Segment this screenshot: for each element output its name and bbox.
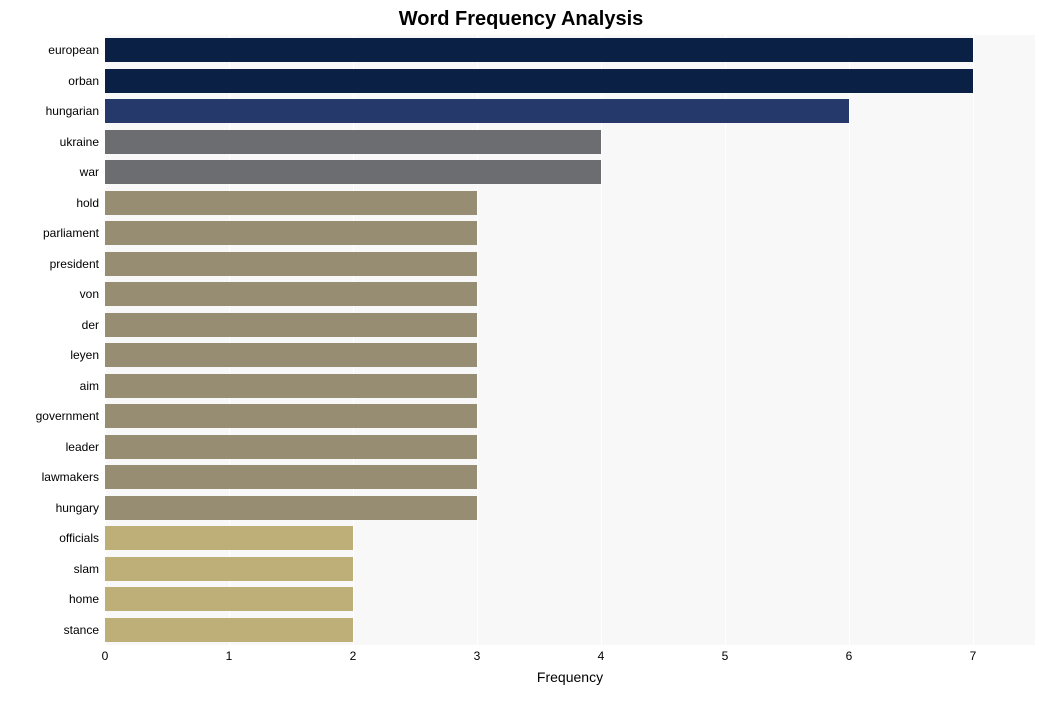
bar <box>105 160 601 184</box>
y-tick-label: lawmakers <box>42 470 105 484</box>
bar <box>105 526 353 550</box>
grid-line <box>105 35 106 645</box>
bar <box>105 38 973 62</box>
grid-line <box>353 35 354 645</box>
grid-line <box>601 35 602 645</box>
x-tick-label: 7 <box>970 645 977 663</box>
x-tick-label: 1 <box>226 645 233 663</box>
y-tick-label: home <box>69 592 105 606</box>
x-tick-label: 6 <box>846 645 853 663</box>
y-tick-label: leader <box>66 440 105 454</box>
x-tick-label: 5 <box>722 645 729 663</box>
bar <box>105 99 849 123</box>
y-tick-label: war <box>80 165 105 179</box>
bar <box>105 313 477 337</box>
y-tick-label: hungarian <box>46 104 105 118</box>
bar <box>105 252 477 276</box>
bar <box>105 587 353 611</box>
y-tick-label: orban <box>68 74 105 88</box>
bar <box>105 465 477 489</box>
x-tick-label: 3 <box>474 645 481 663</box>
chart-container: Word Frequency Analysis Frequency 012345… <box>0 0 1042 701</box>
grid-line <box>725 35 726 645</box>
bar <box>105 69 973 93</box>
bar <box>105 435 477 459</box>
bar <box>105 557 353 581</box>
grid-line <box>973 35 974 645</box>
bar <box>105 496 477 520</box>
y-tick-label: hungary <box>56 501 105 515</box>
grid-line <box>849 35 850 645</box>
y-tick-label: ukraine <box>60 135 105 149</box>
plot-area: Frequency 01234567europeanorbanhungarian… <box>105 35 1035 645</box>
x-tick-label: 2 <box>350 645 357 663</box>
y-tick-label: president <box>50 257 105 271</box>
y-tick-label: officials <box>59 531 105 545</box>
bar <box>105 221 477 245</box>
bar <box>105 343 477 367</box>
bar <box>105 282 477 306</box>
grid-line <box>477 35 478 645</box>
y-tick-label: der <box>82 318 105 332</box>
y-tick-label: hold <box>76 196 105 210</box>
bar <box>105 618 353 642</box>
grid-line <box>229 35 230 645</box>
y-tick-label: slam <box>74 562 105 576</box>
y-tick-label: aim <box>80 379 105 393</box>
y-tick-label: leyen <box>70 348 105 362</box>
y-tick-label: government <box>36 409 105 423</box>
bar <box>105 374 477 398</box>
y-tick-label: parliament <box>43 226 105 240</box>
y-tick-label: stance <box>64 623 105 637</box>
bar <box>105 191 477 215</box>
x-tick-label: 4 <box>598 645 605 663</box>
chart-title: Word Frequency Analysis <box>0 8 1042 31</box>
y-tick-label: european <box>48 43 105 57</box>
bar <box>105 130 601 154</box>
y-tick-label: von <box>80 287 105 301</box>
bar <box>105 404 477 428</box>
x-tick-label: 0 <box>102 645 109 663</box>
x-axis-title: Frequency <box>537 645 603 685</box>
